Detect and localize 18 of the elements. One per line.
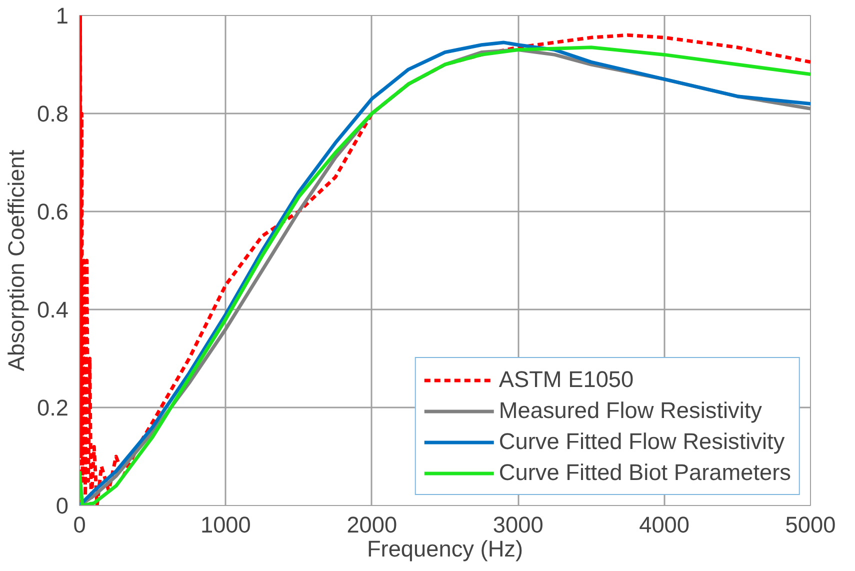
x-tick-label: 2000 [346,512,398,538]
x-axis-title: Frequency (Hz) [366,536,524,562]
y-tick-label: 0.4 [37,296,69,322]
x-tick-label: 4000 [639,512,690,538]
legend-label: Curve Fitted Biot Parameters [498,459,791,486]
y-tick-label: 0.8 [37,100,69,126]
y-tick-label: 1 [56,2,69,28]
y-tick-label: 0.2 [37,394,69,420]
legend-label: Curve Fitted Flow Resistivity [498,428,785,455]
y-tick-label: 0.6 [37,198,69,224]
x-tick-label: 0 [73,512,86,538]
legend-label: ASTM E1050 [498,366,634,393]
y-axis-title: Absorption Coefficient [3,149,30,372]
y-tick-label: 0 [56,492,69,518]
legend-label: Measured Flow Resistivity [498,397,762,424]
x-tick-label: 5000 [785,512,836,538]
x-tick-label: 3000 [492,512,544,538]
x-tick-label: 1000 [200,512,251,538]
